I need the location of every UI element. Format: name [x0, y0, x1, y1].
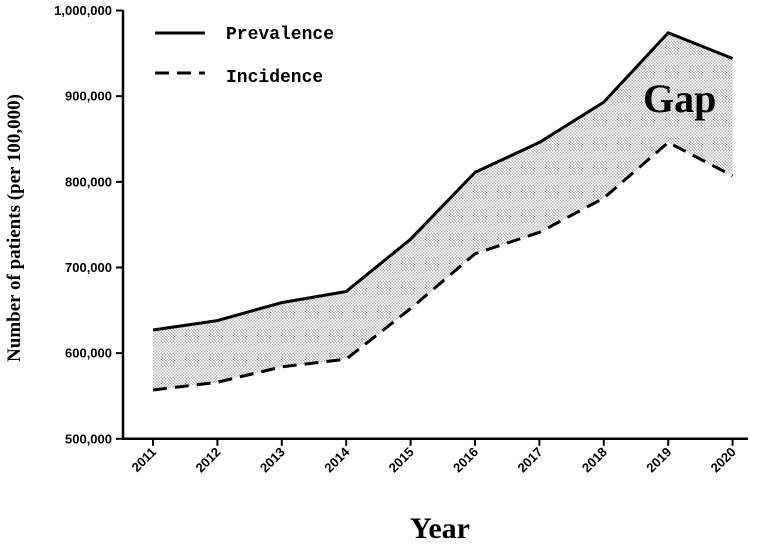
x-tick-label: 2013 [257, 444, 288, 475]
y-tick-label: 900,000 [65, 89, 112, 104]
plot-area [152, 31, 734, 392]
legend-prevalence-label: Prevalence [226, 25, 334, 45]
y-axis-label: Number of patients (per 100,000) [4, 94, 25, 362]
x-tick-label: 2011 [129, 444, 160, 475]
x-tick-label: 2015 [386, 444, 417, 475]
y-tick-label: 600,000 [65, 346, 112, 361]
x-tick-label: 2020 [708, 444, 739, 475]
x-axis-label: Year [410, 512, 470, 544]
x-tick-label: 2019 [643, 444, 674, 475]
y-tick-label: 1,000,000 [54, 3, 112, 18]
y-tick-label: 700,000 [65, 260, 112, 275]
x-tick-label: 2018 [579, 444, 610, 475]
x-tick-label: 2016 [450, 444, 481, 475]
prevalence-line [152, 31, 734, 332]
legend: Prevalence Incidence [155, 25, 334, 88]
y-tick-label: 800,000 [65, 174, 112, 189]
y-tick-label: 500,000 [65, 431, 112, 446]
x-tick-label: 2012 [192, 444, 223, 475]
x-tick-label: 2017 [514, 444, 545, 475]
incidence-line [152, 140, 734, 392]
x-ticks: 2011 2012 2013 2014 2015 2016 2017 2018 2019 2020 [129, 438, 739, 476]
legend-incidence-label: Incidence [226, 68, 323, 88]
x-tick-label: 2014 [321, 444, 353, 476]
gap-annotation: Gap [643, 76, 716, 121]
y-ticks: 500,000 600,000 700,000 800,000 900,000 1,000… [54, 3, 123, 446]
